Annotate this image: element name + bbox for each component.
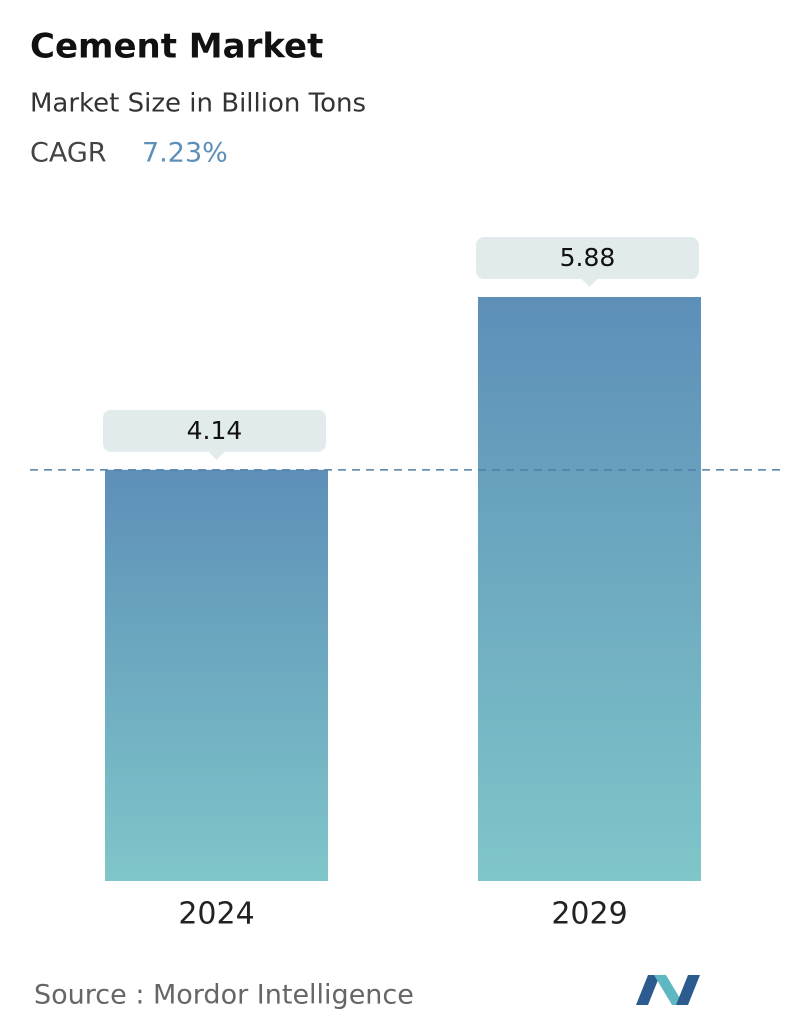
value-label-pointer <box>581 279 598 287</box>
bar <box>105 469 328 881</box>
x-tick-label: 2024 <box>178 897 254 932</box>
chart-subtitle: Market Size in Billion Tons <box>30 89 366 119</box>
cagr-label: CAGR <box>30 138 107 169</box>
value-label: 4.14 <box>187 416 243 445</box>
chart-title: Cement Market <box>30 27 323 67</box>
value-label-box <box>103 409 326 452</box>
cagr-value: 7.23% <box>142 138 228 169</box>
x-tick-label: 2029 <box>551 897 627 932</box>
logo <box>636 975 700 1005</box>
bar <box>478 297 701 881</box>
value-label: 5.88 <box>560 243 616 272</box>
value-label-pointer <box>208 451 225 460</box>
source: Source : Mordor Intelligence <box>34 980 414 1011</box>
value-label-box <box>476 237 699 279</box>
